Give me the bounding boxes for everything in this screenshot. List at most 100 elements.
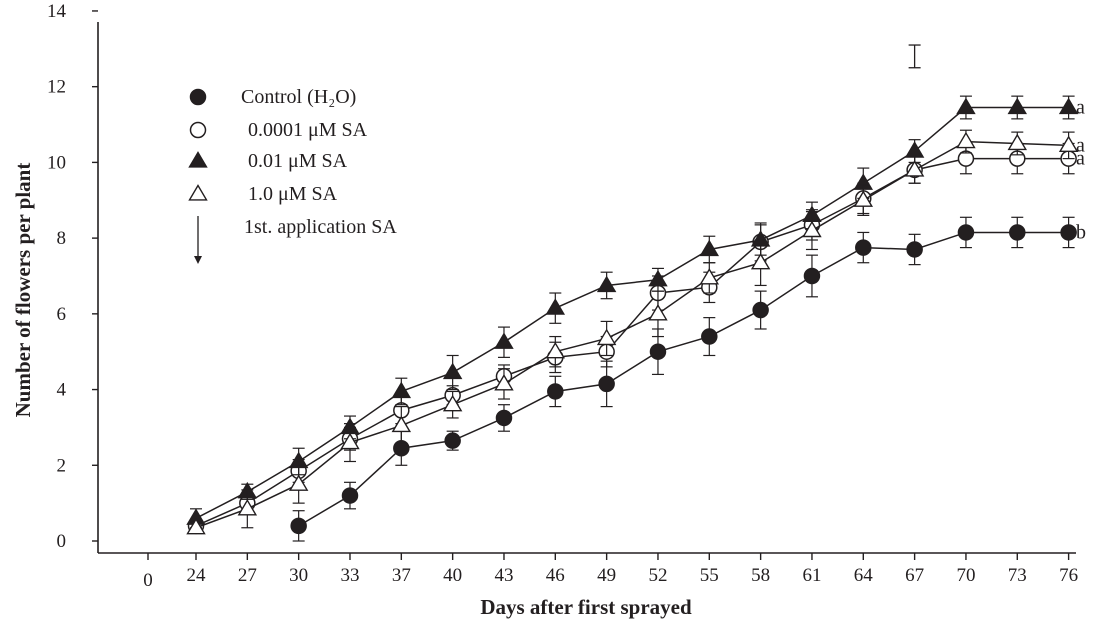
x-tick-label: 73 — [1008, 565, 1027, 586]
x-tick-label: 27 — [238, 565, 257, 586]
legend-label: Control (H₂O) — [241, 86, 356, 108]
data-point — [649, 343, 667, 360]
data-point — [853, 190, 874, 207]
y-tick-label: 2 — [57, 455, 67, 476]
data-point — [648, 303, 668, 321]
significance-letter: a — [1076, 97, 1085, 119]
series-line — [195, 140, 1069, 529]
x-tick-label: 70 — [956, 565, 975, 586]
data-point — [701, 328, 718, 345]
x-tick-label: 33 — [340, 565, 359, 586]
x-tick-label: 76 — [1059, 565, 1078, 586]
x-axis-title: Days after first sprayed — [480, 595, 692, 619]
y-tick-label: 10 — [47, 152, 66, 173]
data-point — [699, 239, 720, 257]
x-tick-label: 43 — [494, 565, 513, 586]
legend: Control (H₂O) 0.0001 μM SA 0.01 μM SA 1.0 μ… — [188, 86, 397, 264]
y-tick-label: 12 — [47, 77, 66, 98]
x-tick-label: 49 — [597, 565, 616, 586]
series-line — [195, 157, 1069, 527]
x-tick-label: 58 — [751, 565, 770, 586]
data-point — [750, 252, 771, 270]
lsd-bar — [908, 44, 921, 69]
data-point — [442, 394, 463, 412]
data-point — [189, 121, 207, 139]
data-point — [391, 415, 412, 433]
x-tick-label: 67 — [905, 565, 924, 586]
data-point — [186, 517, 206, 535]
data-point — [699, 267, 720, 285]
data-point — [1058, 97, 1079, 115]
data-point — [547, 383, 564, 400]
data-point — [391, 381, 412, 399]
x-axis-ticks: 0 24 27 30 33 37 40 43 46 49 52 55 58 61 64 67 70 73 76 — [143, 553, 1078, 591]
data-point — [596, 275, 617, 293]
data-point — [1009, 224, 1026, 241]
x-tick-label: 24 — [187, 565, 207, 586]
x-tick-label: 52 — [648, 565, 667, 586]
data-point — [188, 184, 208, 201]
data-point — [752, 301, 769, 319]
data-point — [596, 328, 617, 346]
x-tick-label: 55 — [700, 565, 719, 586]
series-2: a — [186, 95, 1085, 529]
data-point — [1007, 97, 1028, 115]
x-tick-label: 61 — [802, 565, 821, 586]
x-tick-label: 30 — [289, 565, 308, 586]
data-point — [904, 160, 925, 177]
data-point — [803, 267, 821, 285]
data-point — [495, 409, 513, 427]
data-point — [189, 88, 207, 106]
significance-letter: b — [1076, 221, 1086, 243]
y-tick-label: 14 — [47, 1, 67, 22]
data-point — [290, 517, 307, 535]
y-axis-ticks: 0 2 4 6 8 10 12 14 — [47, 1, 98, 552]
legend-label: 0.0001 μM SA — [248, 119, 368, 141]
legend-label: 0.01 μM SA — [248, 150, 348, 172]
axes — [97, 22, 1076, 554]
data-point — [1060, 224, 1077, 241]
y-tick-label: 0 — [57, 531, 67, 552]
data-point — [906, 241, 923, 258]
significance-letter: a — [1076, 148, 1085, 170]
data-point — [648, 269, 668, 287]
x-tick-label: 37 — [392, 565, 411, 586]
arrow-head-icon — [194, 256, 202, 264]
x-tick-label: 46 — [546, 565, 565, 586]
data-point — [957, 224, 975, 241]
data-point — [545, 298, 566, 315]
x-tick-label: 64 — [854, 565, 874, 586]
x-tick-label: 0 — [143, 570, 153, 591]
data-point — [904, 141, 925, 158]
data-point — [442, 362, 463, 380]
data-point — [288, 474, 309, 491]
data-point — [956, 131, 976, 149]
legend-label: 1st. application SA — [244, 216, 397, 238]
series-0: b — [290, 216, 1086, 542]
data-point — [1058, 135, 1079, 153]
data-point — [494, 374, 514, 391]
y-tick-label: 6 — [57, 304, 67, 325]
data-point — [956, 97, 976, 115]
data-point — [855, 239, 872, 256]
data-point — [340, 432, 360, 450]
data-point — [341, 487, 359, 504]
y-axis-title: Number of flowers per plant — [11, 163, 35, 418]
data-point — [802, 220, 822, 238]
data-point — [237, 498, 258, 516]
data-point — [444, 432, 461, 449]
series-3: a — [186, 129, 1085, 535]
significance-letter: a — [1076, 134, 1085, 156]
data-point — [188, 151, 208, 168]
legend-label: 1.0 μM SA — [248, 183, 338, 205]
y-tick-label: 8 — [57, 228, 67, 249]
data-point — [1007, 133, 1028, 151]
data-point — [494, 332, 514, 349]
x-tick-label: 40 — [443, 565, 462, 586]
data-point — [598, 375, 615, 393]
series-line — [298, 231, 1069, 527]
data-point — [545, 341, 566, 359]
